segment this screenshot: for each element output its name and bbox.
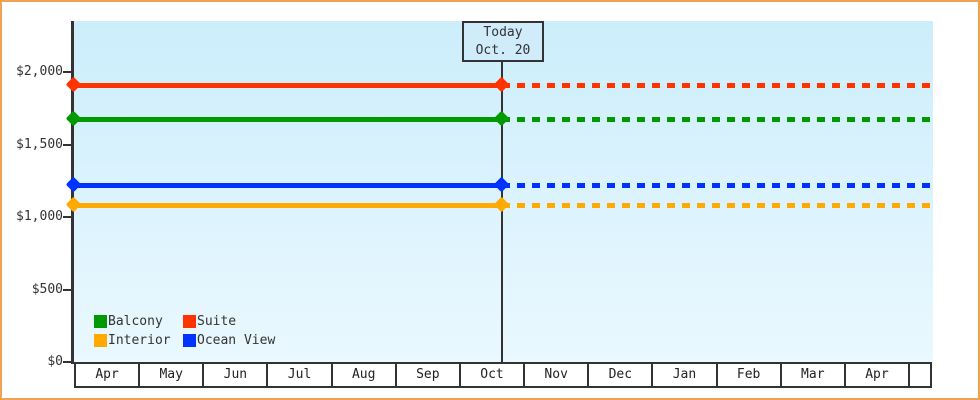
month-cell-mar-11: Mar [782, 364, 846, 386]
today-date: Oct. 20 [475, 43, 531, 58]
plot-area [74, 21, 933, 364]
legend-label-suite: Suite [197, 314, 237, 329]
today-label: Today [483, 25, 523, 40]
month-cell-jun-2: Jun [204, 364, 269, 386]
month-cell-oct-6: Oct [461, 364, 526, 386]
y-tick-mark [63, 144, 71, 146]
y-tick-mark [63, 71, 71, 73]
legend-item-suite: Suite [183, 314, 275, 329]
suite-swatch [183, 315, 196, 328]
suite-line-forecast [502, 83, 933, 88]
ocean-view-line-forecast [502, 183, 933, 188]
balcony-line-past [74, 117, 502, 122]
legend-label-ocean-view: Ocean View [197, 333, 276, 348]
interior-line-past [74, 203, 502, 208]
legend: Balcony Suite Interior Ocean View [94, 314, 275, 348]
legend-item-interior: Interior [94, 333, 183, 348]
legend-item-ocean-view: Ocean View [183, 333, 275, 348]
x-axis-month-row: Apr May Jun Jul Aug Sep Oct Nov Dec Jan Feb Mar Apr [74, 362, 932, 388]
interior-swatch [94, 334, 107, 347]
month-cell-feb-10: Feb [718, 364, 782, 386]
month-cell-jul-3: Jul [268, 364, 333, 386]
y-tick-mark [63, 289, 71, 291]
legend-item-balcony: Balcony [94, 314, 183, 329]
month-cell-apr-0: Apr [76, 364, 141, 386]
y-tick-label: $2,000 [16, 64, 63, 79]
month-cell-may-1: May [140, 364, 205, 386]
interior-line-forecast [502, 203, 933, 208]
month-cell-nov-7: Nov [525, 364, 590, 386]
y-tick-label: $1,500 [16, 137, 63, 152]
y-tick-mark [63, 216, 71, 218]
balcony-swatch [94, 315, 107, 328]
month-cell-sep-5: Sep [397, 364, 461, 386]
ocean-view-swatch [183, 334, 196, 347]
legend-label-interior: Interior [108, 333, 171, 348]
y-tick-label: $0 [47, 354, 63, 369]
balcony-line-forecast [502, 117, 933, 122]
y-tick-label: $500 [31, 282, 63, 297]
month-cell-empty [910, 364, 930, 386]
ocean-view-line-past [74, 183, 502, 188]
month-cell-jan-9: Jan [653, 364, 718, 386]
suite-line-past [74, 83, 502, 88]
y-tick-label: $1,000 [16, 209, 63, 224]
legend-label-balcony: Balcony [108, 314, 163, 329]
y-tick-mark [63, 361, 71, 363]
y-axis [71, 21, 74, 364]
month-cell-dec-8: Dec [589, 364, 654, 386]
today-annotation: Today Oct. 20 [462, 21, 544, 62]
month-cell-aug-4: Aug [333, 364, 397, 386]
month-cell-apr-12: Apr [846, 364, 911, 386]
